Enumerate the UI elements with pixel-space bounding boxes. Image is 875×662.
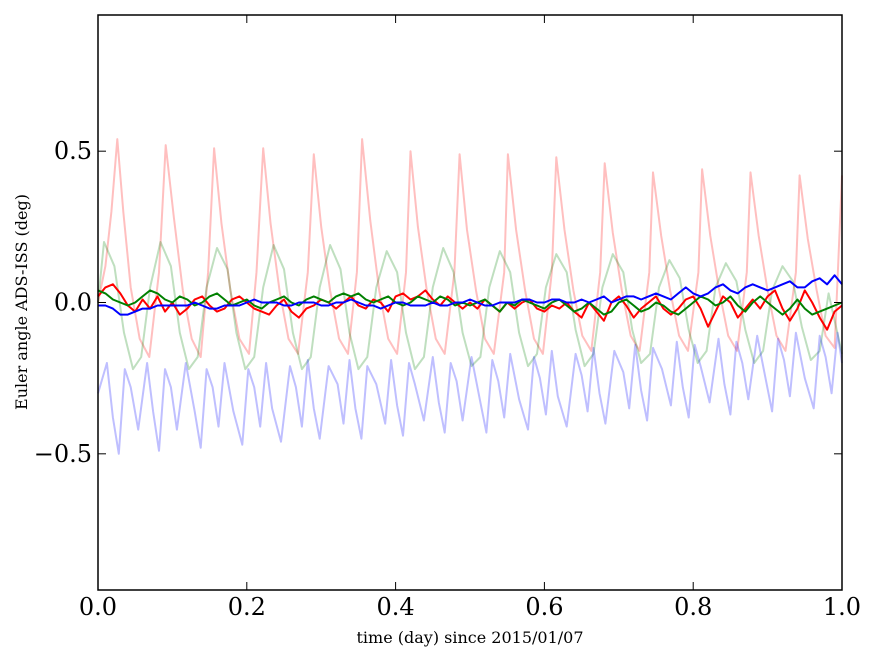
- series-line-4: [97, 289, 843, 316]
- series-line-0: [97, 138, 843, 358]
- x-tick-label: 0.4: [377, 593, 415, 621]
- series-line-1: [97, 241, 843, 371]
- x-tick-label: 0.2: [228, 593, 266, 621]
- series-line-3: [97, 283, 843, 331]
- tick-layer: 0.0 0.2 0.4 0.6 0.8 1.0 0.5 0.0 −0.5: [34, 15, 861, 621]
- x-axis-label: time (day) since 2015/01/07: [356, 628, 583, 647]
- series-line-5: [98, 274, 843, 316]
- y-tick-label: 0.0: [54, 289, 92, 317]
- x-tick-label: 0.6: [525, 593, 563, 621]
- y-tick-label: 0.5: [54, 137, 92, 165]
- series-layer: [97, 138, 843, 455]
- y-axis-label: Euler angle ADS-ISS (deg): [12, 194, 31, 410]
- y-tick-label: −0.5: [34, 440, 92, 468]
- x-tick-label: 0.0: [79, 593, 117, 621]
- x-tick-label: 0.8: [674, 593, 712, 621]
- x-tick-label: 1.0: [823, 593, 861, 621]
- series-line-2: [97, 331, 843, 455]
